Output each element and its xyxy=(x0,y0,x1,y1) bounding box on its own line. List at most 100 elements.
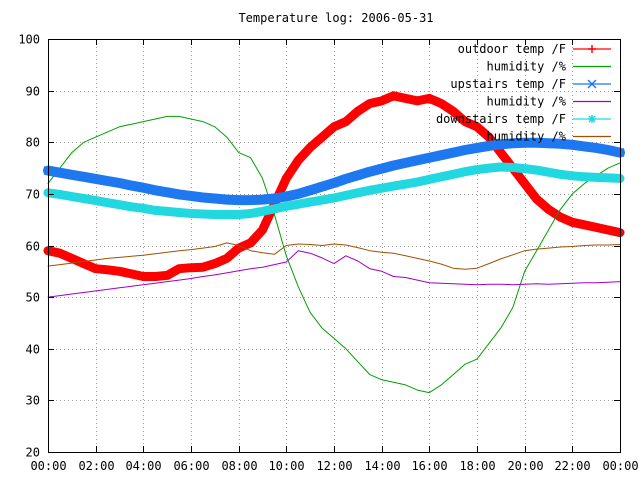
data-point xyxy=(580,172,589,181)
data-point xyxy=(436,150,446,160)
data-point xyxy=(532,195,541,204)
data-point xyxy=(91,196,100,205)
data-point xyxy=(258,207,267,216)
data-point xyxy=(365,186,374,195)
x-tick-label: 10:00 xyxy=(268,459,304,473)
data-point xyxy=(460,145,470,155)
data-point xyxy=(543,138,554,148)
data-point xyxy=(55,249,64,258)
data-point xyxy=(79,259,88,268)
data-point xyxy=(448,148,458,158)
data-point xyxy=(603,145,613,155)
data-point xyxy=(353,188,362,197)
data-point xyxy=(246,195,256,205)
legend: outdoor temp /F humidity /% upstairs temp … xyxy=(436,42,611,144)
data-point xyxy=(186,191,196,201)
data-point xyxy=(365,99,374,108)
legend-label: humidity /% xyxy=(487,95,567,109)
x-tick-label: 00:00 xyxy=(602,459,638,473)
data-point xyxy=(461,117,470,126)
x-tick-label: 22:00 xyxy=(554,459,590,473)
data-point xyxy=(353,170,363,180)
data-point xyxy=(294,156,303,165)
data-point xyxy=(377,96,386,105)
data-point xyxy=(198,263,207,272)
data-point xyxy=(114,178,125,188)
data-point xyxy=(389,91,398,100)
data-point xyxy=(55,168,65,178)
data-point xyxy=(163,271,172,280)
legend-entry: humidity /% xyxy=(487,60,611,74)
y-tick-label: 30 xyxy=(26,394,40,408)
data-point xyxy=(317,182,327,192)
data-point xyxy=(401,180,410,189)
data-point xyxy=(103,198,112,207)
legend-label: upstairs temp /F xyxy=(450,77,566,91)
data-point xyxy=(412,155,422,165)
data-point xyxy=(568,171,577,180)
data-point xyxy=(126,181,136,191)
x-tick-label: 14:00 xyxy=(364,459,400,473)
legend-marker xyxy=(587,79,597,89)
data-point xyxy=(341,191,350,200)
series-4 xyxy=(47,250,621,298)
y-tick-label: 50 xyxy=(26,291,40,305)
data-point xyxy=(281,191,291,201)
data-point xyxy=(424,153,434,163)
data-point xyxy=(318,133,327,142)
data-point xyxy=(532,138,542,148)
data-point xyxy=(496,163,505,172)
data-point xyxy=(425,175,434,184)
data-point xyxy=(484,164,493,173)
data-point xyxy=(115,200,124,209)
series-3 xyxy=(43,137,625,206)
data-point xyxy=(151,272,160,281)
data-point xyxy=(413,178,422,187)
data-point xyxy=(222,254,231,263)
data-point xyxy=(67,170,77,180)
data-point xyxy=(175,264,184,273)
data-point xyxy=(496,139,506,149)
data-point xyxy=(604,173,613,182)
data-point xyxy=(294,200,303,209)
data-point xyxy=(222,195,232,205)
data-point xyxy=(473,122,481,131)
data-point xyxy=(67,254,76,263)
data-point xyxy=(162,187,172,197)
data-point xyxy=(580,220,589,229)
data-point xyxy=(270,204,279,213)
data-point xyxy=(222,210,231,219)
data-point xyxy=(198,210,207,219)
data-point xyxy=(282,174,291,183)
data-point xyxy=(127,202,136,211)
legend-marker xyxy=(588,115,596,123)
data-point xyxy=(318,196,327,205)
legend-label: humidity /% xyxy=(487,60,567,74)
data-point xyxy=(174,189,184,199)
data-point xyxy=(484,141,494,151)
data-point xyxy=(496,148,505,157)
series-layer xyxy=(43,91,625,394)
y-tick-label: 80 xyxy=(26,136,40,150)
data-point xyxy=(341,174,351,184)
data-point xyxy=(389,182,398,191)
data-point xyxy=(532,166,541,175)
legend-label: humidity /% xyxy=(487,130,567,144)
data-point xyxy=(127,269,136,278)
data-point xyxy=(269,193,279,204)
series-5 xyxy=(43,162,625,219)
data-point xyxy=(556,213,565,222)
x-tick-label: 00:00 xyxy=(30,459,66,473)
data-point xyxy=(389,160,399,171)
legend-label: outdoor temp /F xyxy=(458,42,566,56)
data-point xyxy=(377,164,387,174)
data-point xyxy=(330,194,338,203)
data-point xyxy=(55,190,64,199)
x-tick-label: 18:00 xyxy=(459,459,495,473)
data-point xyxy=(508,163,517,172)
data-point xyxy=(604,226,613,235)
data-point xyxy=(437,172,446,181)
data-point xyxy=(257,195,268,205)
x-tick-label: 20:00 xyxy=(507,459,543,473)
